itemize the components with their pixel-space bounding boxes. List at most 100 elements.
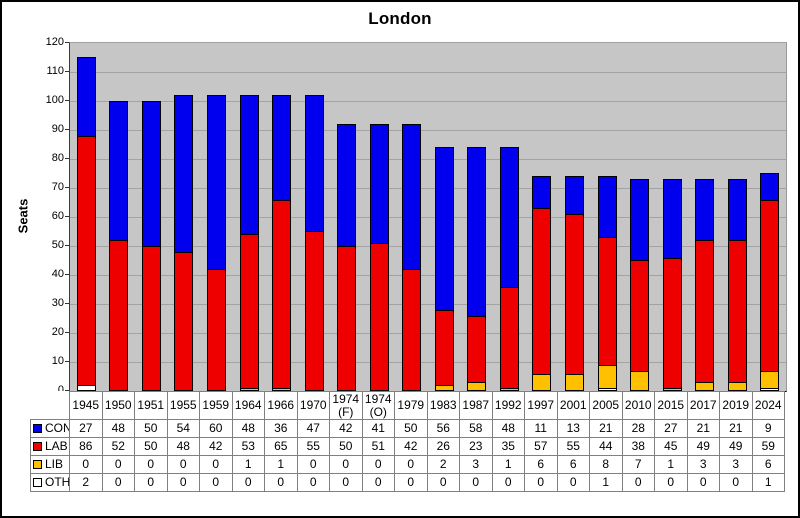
value-cell-lab: 51 (361, 437, 395, 456)
value-cell-oth: 0 (231, 473, 265, 492)
value-cell-lib: 0 (296, 455, 330, 474)
value-cell-oth: 1 (589, 473, 623, 492)
value-cell-con: 28 (621, 419, 655, 438)
value-cell-lib: 1 (264, 455, 298, 474)
bar-segment-con-1974(O) (370, 124, 389, 244)
value-cell-con: 47 (296, 419, 330, 438)
gridline (70, 246, 786, 247)
gridline (70, 101, 786, 102)
year-header-cell: 1945 (69, 391, 103, 420)
value-cell-oth: 0 (719, 473, 753, 492)
value-cell-lib: 7 (621, 455, 655, 474)
y-axis-title: Seats (15, 198, 31, 234)
year-header-cell: 2017 (686, 391, 720, 420)
bar-segment-lib-1987 (467, 382, 486, 391)
value-cell-lab: 55 (296, 437, 330, 456)
value-cell-lab: 38 (621, 437, 655, 456)
y-axis-tick-label: 70 (51, 181, 64, 193)
bar-segment-con-2024 (760, 173, 779, 201)
bar-segment-lab-1951 (142, 246, 161, 391)
bar-segment-lib-2024 (760, 371, 779, 389)
value-cell-oth: 1 (751, 473, 785, 492)
y-axis-tick-label: 90 (51, 123, 64, 135)
bar-segment-lab-1955 (174, 252, 193, 391)
bar-segment-con-1964 (240, 95, 259, 235)
bar-segment-lab-1974(O) (370, 243, 389, 391)
year-header-cell: 1987 (459, 391, 493, 420)
y-axis-tick-label: 10 (51, 355, 64, 367)
year-header-cell: 1979 (394, 391, 428, 420)
bar-segment-lib-2010 (630, 371, 649, 391)
bar-segment-con-1951 (142, 101, 161, 247)
bar-segment-lab-2017 (695, 240, 714, 383)
value-cell-lib: 0 (329, 455, 363, 474)
value-cell-oth: 0 (199, 473, 233, 492)
bar-segment-lib-1997 (532, 374, 551, 391)
value-cell-oth: 0 (329, 473, 363, 492)
data-table: 1945 1950 1951 1955 1959 1964 1966 1970 1974 (F)… (30, 391, 785, 492)
value-cell-con: 21 (719, 419, 753, 438)
value-cell-con: 11 (524, 419, 558, 438)
value-cell-lab: 53 (231, 437, 265, 456)
value-cell-lab: 49 (686, 437, 720, 456)
bar-segment-con-1974(F) (337, 124, 356, 247)
bar-segment-con-1959 (207, 95, 226, 270)
value-cell-con: 48 (101, 419, 135, 438)
bar-segment-lab-1992 (500, 287, 519, 389)
value-cell-oth: 0 (459, 473, 493, 492)
value-cell-lab: 42 (394, 437, 428, 456)
value-cell-oth: 0 (394, 473, 428, 492)
value-cell-lab: 48 (166, 437, 200, 456)
bar-segment-con-1983 (435, 147, 454, 311)
value-cell-oth: 0 (264, 473, 298, 492)
series-label-cell-lib: LIB (30, 455, 70, 474)
gridline (70, 130, 786, 131)
bar-segment-lib-2017 (695, 382, 714, 391)
bar-segment-lab-1970 (305, 231, 324, 391)
bar-segment-lab-1979 (402, 269, 421, 391)
value-cell-con: 60 (199, 419, 233, 438)
value-cell-con: 13 (556, 419, 590, 438)
y-axis-tick-label: 40 (51, 268, 64, 280)
value-cell-oth: 0 (686, 473, 720, 492)
bar-segment-lib-2019 (728, 382, 747, 391)
bar-segment-con-1950 (109, 101, 128, 241)
year-header-cell: 1951 (134, 391, 168, 420)
gridline (70, 217, 786, 218)
bar-segment-lab-1966 (272, 200, 291, 389)
year-header-cell: 2015 (654, 391, 688, 420)
bar-segment-con-2010 (630, 179, 649, 261)
y-axis-tick-label: 30 (51, 297, 64, 309)
value-cell-lab: 52 (101, 437, 135, 456)
bar-segment-con-2015 (663, 179, 682, 259)
value-cell-con: 54 (166, 419, 200, 438)
year-header-cell: 2019 (719, 391, 753, 420)
year-header-cell: 2024 (751, 391, 785, 420)
gridline (70, 333, 786, 334)
year-header-cell: 1959 (199, 391, 233, 420)
value-cell-oth: 2 (69, 473, 103, 492)
year-header-cell: 1992 (491, 391, 525, 420)
bar-segment-con-1955 (174, 95, 193, 253)
value-cell-lab: 49 (719, 437, 753, 456)
series-label-cell-oth: OTH (30, 473, 70, 492)
year-header-cell: 1966 (264, 391, 298, 420)
value-cell-oth: 0 (491, 473, 525, 492)
bar-segment-lab-1974(F) (337, 246, 356, 391)
gridline (70, 188, 786, 189)
value-cell-lib: 0 (394, 455, 428, 474)
value-cell-con: 21 (589, 419, 623, 438)
value-cell-lib: 0 (69, 455, 103, 474)
y-axis-tick-label: 120 (45, 36, 64, 48)
value-cell-lab: 35 (491, 437, 525, 456)
value-cell-con: 27 (654, 419, 688, 438)
bar-segment-con-1987 (467, 147, 486, 317)
value-cell-lib: 0 (199, 455, 233, 474)
value-cell-lab: 23 (459, 437, 493, 456)
value-cell-lab: 55 (556, 437, 590, 456)
bar-segment-con-2019 (728, 179, 747, 241)
value-cell-lib: 3 (686, 455, 720, 474)
series-label-cell-con: CON (30, 419, 70, 438)
bar-segment-con-1945 (77, 57, 96, 137)
year-header-cell: 2010 (621, 391, 655, 420)
